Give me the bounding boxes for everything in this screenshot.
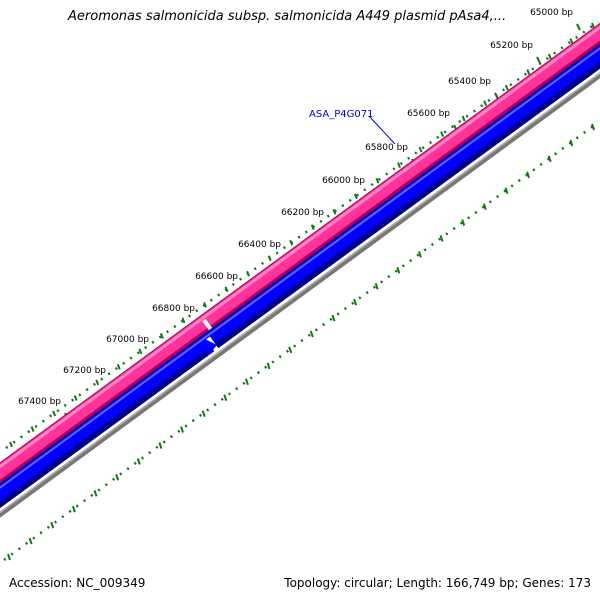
minor-tick [52,410,57,417]
accession-text: Accession: NC_009349 [9,576,146,590]
minor-tick [73,395,78,401]
plasmid-title: Aeromonas salmonicida subsp. salmonicida… [68,9,507,24]
inner-tick [461,219,466,226]
inner-tick-marks [7,123,595,561]
tick-label: 65200 bp [490,41,533,51]
inner-tick [309,330,314,338]
inner-tick [288,346,293,354]
minor-tick [289,239,294,246]
minor-tick [375,177,380,184]
inner-tick [158,442,163,449]
minor-tick [246,270,251,277]
tick-label: 65600 bp [407,109,450,119]
minor-tick [159,332,164,339]
outer-tick-ruler [5,20,599,450]
minor-tick [353,193,358,200]
inner-tick [353,298,358,306]
minor-tick [440,131,445,138]
inner-tick [526,171,531,179]
inner-tick [482,203,487,210]
tick-marks [9,22,595,448]
inner-tick [396,267,401,274]
topology-summary: Topology: circular; Length: 166,749 bp; … [284,576,591,590]
inner-tick [93,489,98,497]
minor-tick [397,162,401,169]
minor-tick [116,364,121,370]
tick-labels: 65000 bp 65200 bp 65400 bp 65600 bp 65800 bp… [18,8,573,407]
tick-label: 65800 bp [365,143,408,153]
minor-tick [267,255,272,262]
major-tick [536,56,541,64]
minor-tick [310,224,315,231]
minor-tick [332,208,337,215]
inner-tick [374,282,379,290]
inner-tick [504,187,509,195]
inner-tick [266,362,271,370]
minor-tick [181,317,186,324]
inner-tick [244,378,249,386]
tick-label: 66800 bp [152,304,195,314]
inner-tick [331,314,336,322]
inner-tick [547,155,552,163]
minor-tick [30,426,35,432]
inner-tick [180,426,184,433]
inner-tick [223,394,228,402]
gene-label[interactable]: ASA_P4G071 [309,109,373,120]
minor-tick [483,100,488,106]
tick-label: 65400 bp [448,77,491,87]
tick-label: 66600 bp [195,272,238,282]
backbone-line [0,72,600,518]
forward-feature-track [0,22,600,488]
tick-label: 67200 bp [63,366,106,376]
inner-tick [439,235,444,242]
inner-tick [28,537,33,545]
major-tick [576,23,581,31]
minor-tick [224,286,229,293]
minor-tick [138,348,143,355]
tick-label: 65000 bp [530,8,573,18]
inner-tick [418,251,422,258]
inner-tick [71,505,76,513]
inner-tick [115,474,120,481]
minor-tick [591,22,595,29]
tick-label: 66200 bp [281,208,324,218]
inner-tick [7,553,11,561]
minor-tick [9,441,13,448]
inner-tick [569,139,574,147]
minor-tick [547,53,552,60]
minor-tick [461,115,466,122]
minor-tick [418,146,423,153]
inner-tick [201,410,206,417]
tick-label: 67400 bp [18,397,61,407]
inner-tick [136,458,141,465]
tick-label: 67000 bp [106,335,149,345]
tick-label: 66400 bp [238,240,281,250]
gene-label-leader [368,115,396,145]
minor-tick [569,38,574,44]
reverse-feature-arrowhead [205,339,217,357]
reverse-feature-track [0,43,600,509]
tick-label: 66000 bp [322,176,365,186]
inner-tick [50,521,55,529]
minor-tick [526,69,531,75]
inner-tick [591,123,595,131]
minor-tick [95,379,100,386]
inner-tick-ruler [3,122,597,562]
minor-tick [504,84,509,91]
minor-tick [203,301,207,308]
